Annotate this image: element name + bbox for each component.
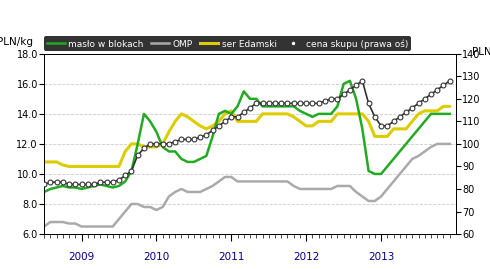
Y-axis label: PLN/kg: PLN/kg <box>0 37 33 47</box>
Legend: masło w blokach, OMP, ser Edamski, cena skupu (prawa oś): masło w blokach, OMP, ser Edamski, cena … <box>44 36 411 51</box>
Y-axis label: PLN/hl: PLN/hl <box>472 47 490 56</box>
